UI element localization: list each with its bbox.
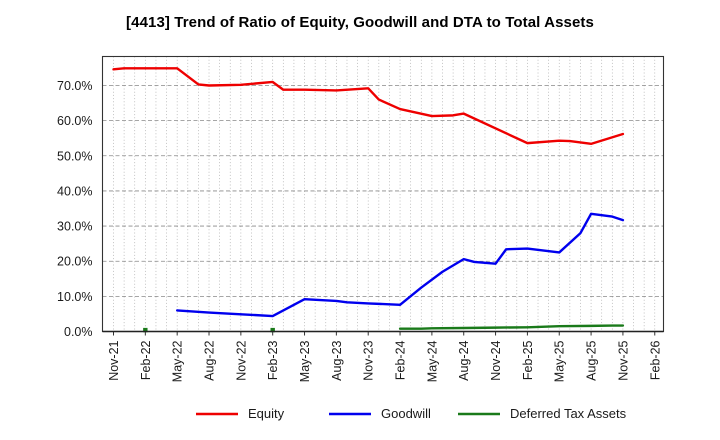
y-axis-tick-label: 60.0% [57,114,92,128]
y-axis-tick-label: 20.0% [57,255,92,269]
x-axis-tick-label: Nov-21 [107,340,121,380]
x-axis-tick-label: May-25 [553,340,567,382]
plot-frame [101,55,665,333]
y-axis-tick-label: 70.0% [57,79,92,93]
x-axis-tick-label: Aug-23 [330,340,344,380]
x-axis-tick-label: Feb-22 [139,340,153,380]
x-axis-tick-label: Aug-25 [585,340,599,380]
x-axis-tick-label: May-24 [425,340,439,382]
chart-legend: Equity Goodwill Deferred Tax Assets [196,406,627,421]
x-axis-tick-label: Feb-26 [648,340,662,380]
legend-label-deferred-tax-assets: Deferred Tax Assets [510,406,627,421]
major-gridlines [102,85,664,297]
y-axis-tick-label: 30.0% [57,220,92,234]
minor-gridlines [113,56,656,332]
x-axis-tick-label: Aug-24 [457,340,471,380]
data-marker [143,327,148,333]
x-axis-tick-label: Feb-25 [521,340,535,380]
data-markers-layer [143,327,275,333]
x-axis-tick-label: Nov-23 [362,340,376,380]
y-axis-tick-label: 40.0% [57,184,92,198]
series-line-deferred-tax-assets [398,324,625,330]
x-axis-tick-label: Feb-23 [266,340,280,380]
y-axis-tick-labels: 0.0% 10.0% 20.0% 30.0% 40.0% 50.0% 60.0% 70.0% [57,79,92,339]
y-axis-tick-label: 10.0% [57,290,92,304]
series-line-goodwill [175,212,625,318]
data-series-layer [112,67,625,330]
x-axis-tick-label: Aug-22 [203,340,217,380]
legend-label-equity: Equity [248,406,285,421]
x-axis-tick-label: May-22 [171,340,185,382]
x-axis-tick-label: Feb-24 [394,340,408,380]
x-axis-tick-label: May-23 [298,340,312,382]
x-axis-tick-label: Nov-25 [616,340,630,380]
legend-label-goodwill: Goodwill [381,406,431,421]
data-marker [270,327,275,333]
chart-title: [4413] Trend of Ratio of Equity, Goodwil… [126,14,594,31]
series-line-equity [112,67,625,146]
x-axis-tick-label: Nov-24 [489,340,503,380]
y-axis-tick-label: 50.0% [57,149,92,163]
x-axis-tick-labels: Nov-21 Feb-22 May-22 Aug-22 Nov-22 Feb-23 May-… [107,331,662,382]
y-axis-tick-label: 0.0% [64,325,93,339]
x-axis-tick-label: Nov-22 [234,340,248,380]
